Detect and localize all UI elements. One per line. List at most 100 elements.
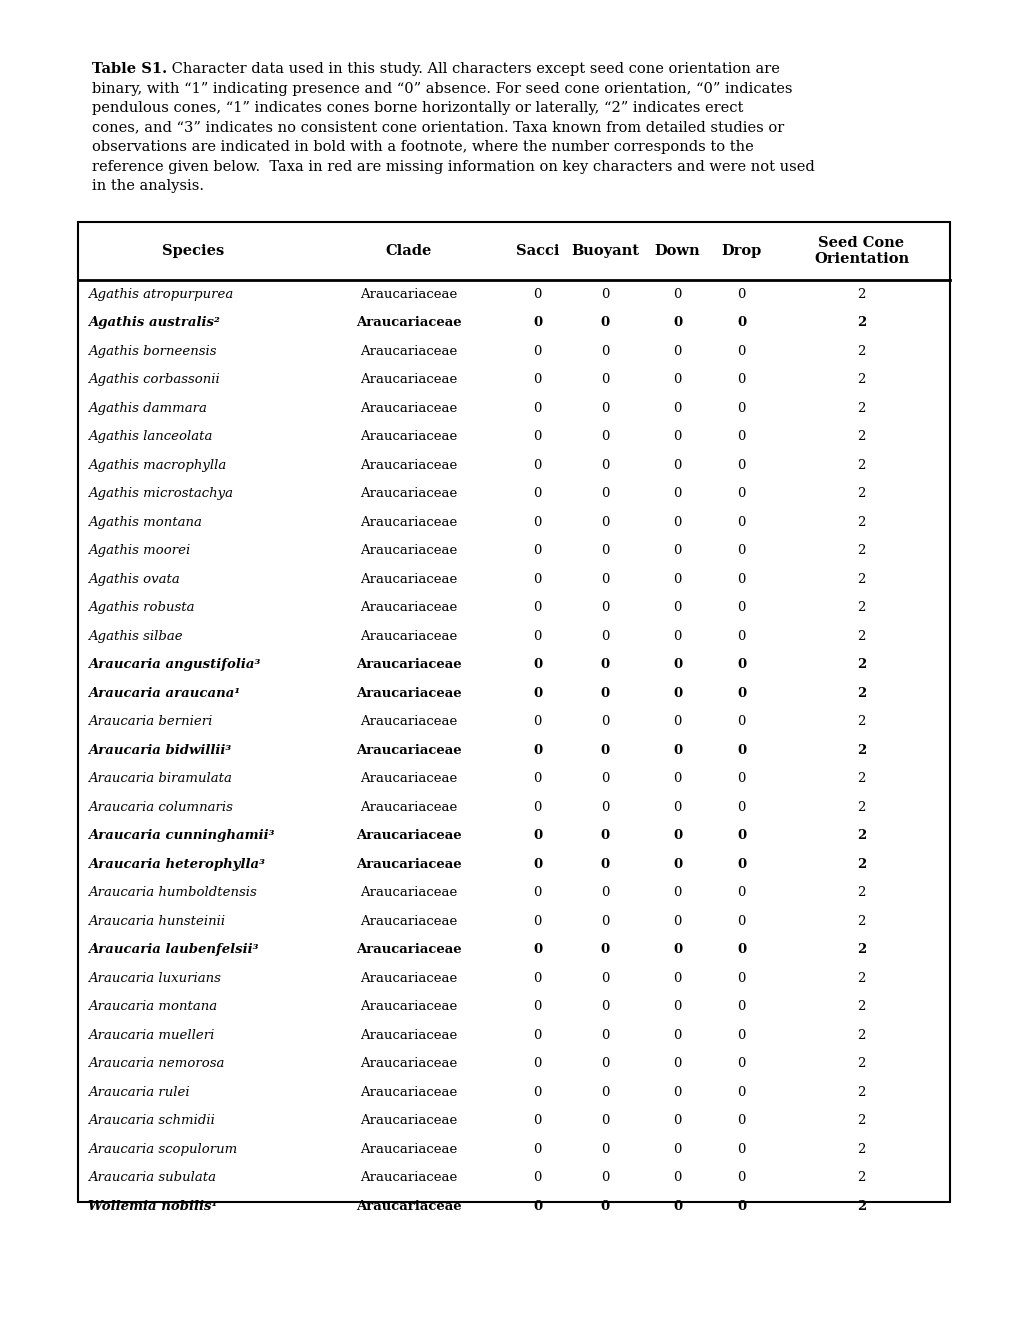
Text: 0: 0 bbox=[673, 1171, 681, 1184]
Text: Agathis borneensis: Agathis borneensis bbox=[88, 345, 216, 358]
Text: 0: 0 bbox=[737, 374, 745, 387]
Text: Araucariaceae: Araucariaceae bbox=[360, 1114, 458, 1127]
Text: 0: 0 bbox=[533, 1057, 541, 1071]
Text: 0: 0 bbox=[600, 972, 608, 985]
Text: Araucariaceae: Araucariaceae bbox=[360, 459, 458, 471]
Text: 0: 0 bbox=[533, 972, 541, 985]
Text: 2: 2 bbox=[857, 1001, 865, 1014]
Text: Araucaria schmidii: Araucaria schmidii bbox=[88, 1114, 215, 1127]
Text: 2: 2 bbox=[857, 715, 865, 729]
Text: Araucariaceae: Araucariaceae bbox=[356, 858, 462, 871]
Text: 0: 0 bbox=[737, 915, 745, 928]
Text: 0: 0 bbox=[737, 630, 745, 643]
Text: Araucaria nemorosa: Araucaria nemorosa bbox=[88, 1057, 224, 1071]
Text: 2: 2 bbox=[857, 345, 865, 358]
Text: 0: 0 bbox=[737, 1114, 745, 1127]
Text: Araucariaceae: Araucariaceae bbox=[360, 886, 458, 899]
Text: 2: 2 bbox=[857, 772, 865, 785]
Text: Araucariaceae: Araucariaceae bbox=[360, 915, 458, 928]
Text: 0: 0 bbox=[533, 1114, 541, 1127]
Text: 0: 0 bbox=[736, 1200, 745, 1213]
Text: Araucariaceae: Araucariaceae bbox=[360, 430, 458, 444]
Text: 0: 0 bbox=[600, 1171, 608, 1184]
Text: 0: 0 bbox=[673, 459, 681, 471]
Text: 0: 0 bbox=[600, 1114, 608, 1127]
Text: Sacci: Sacci bbox=[516, 244, 558, 257]
Text: 0: 0 bbox=[673, 772, 681, 785]
Text: 0: 0 bbox=[737, 1143, 745, 1156]
Text: 0: 0 bbox=[533, 1171, 541, 1184]
Text: 0: 0 bbox=[737, 715, 745, 729]
Text: Araucariaceae: Araucariaceae bbox=[356, 944, 462, 956]
Text: Araucaria angustifolia³: Araucaria angustifolia³ bbox=[88, 659, 260, 672]
Text: Buoyant: Buoyant bbox=[571, 244, 638, 257]
Text: 0: 0 bbox=[673, 573, 681, 586]
Text: Araucariaceae: Araucariaceae bbox=[360, 601, 458, 614]
Text: Araucaria rulei: Araucaria rulei bbox=[88, 1086, 190, 1098]
Text: binary, with “1” indicating presence and “0” absence. For seed cone orientation,: binary, with “1” indicating presence and… bbox=[92, 82, 792, 95]
Text: 0: 0 bbox=[673, 374, 681, 387]
Text: Araucaria cunninghamii³: Araucaria cunninghamii³ bbox=[88, 829, 274, 842]
Text: 0: 0 bbox=[737, 401, 745, 414]
Text: 0: 0 bbox=[600, 1057, 608, 1071]
Text: Agathis atropurpurea: Agathis atropurpurea bbox=[88, 288, 233, 301]
Text: Araucaria scopulorum: Araucaria scopulorum bbox=[88, 1143, 237, 1156]
Text: 0: 0 bbox=[673, 1028, 681, 1041]
Text: 0: 0 bbox=[737, 801, 745, 813]
Text: 0: 0 bbox=[673, 972, 681, 985]
Text: Clade: Clade bbox=[385, 244, 432, 257]
Text: Seed Cone
Orientation: Seed Cone Orientation bbox=[813, 236, 908, 267]
Text: 0: 0 bbox=[673, 601, 681, 614]
Text: Araucariaceae: Araucariaceae bbox=[360, 772, 458, 785]
Text: 0: 0 bbox=[673, 1143, 681, 1156]
Text: 0: 0 bbox=[737, 459, 745, 471]
Text: Araucariaceae: Araucariaceae bbox=[356, 743, 462, 756]
Text: 0: 0 bbox=[736, 829, 745, 842]
Text: 2: 2 bbox=[857, 972, 865, 985]
Text: 0: 0 bbox=[533, 715, 541, 729]
Text: 0: 0 bbox=[673, 915, 681, 928]
Text: 0: 0 bbox=[533, 573, 541, 586]
Text: 0: 0 bbox=[673, 288, 681, 301]
Text: Agathis macrophylla: Agathis macrophylla bbox=[88, 459, 226, 471]
Text: Araucariaceae: Araucariaceae bbox=[360, 801, 458, 813]
Text: cones, and “3” indicates no consistent cone orientation. Taxa known from detaile: cones, and “3” indicates no consistent c… bbox=[92, 120, 784, 135]
Text: 2: 2 bbox=[857, 1114, 865, 1127]
Text: 0: 0 bbox=[600, 829, 609, 842]
Text: 0: 0 bbox=[737, 772, 745, 785]
Text: Araucaria araucana¹: Araucaria araucana¹ bbox=[88, 686, 239, 700]
Text: 0: 0 bbox=[737, 1086, 745, 1098]
Text: Araucaria luxurians: Araucaria luxurians bbox=[88, 972, 221, 985]
Text: 0: 0 bbox=[533, 288, 541, 301]
Text: 0: 0 bbox=[673, 345, 681, 358]
Text: Agathis ovata: Agathis ovata bbox=[88, 573, 179, 586]
Text: 0: 0 bbox=[737, 516, 745, 529]
Text: Drop: Drop bbox=[720, 244, 761, 257]
Text: 0: 0 bbox=[600, 858, 609, 871]
Text: 0: 0 bbox=[533, 487, 541, 500]
Bar bbox=[77, 222, 949, 1203]
Text: 2: 2 bbox=[857, 1086, 865, 1098]
Text: 0: 0 bbox=[600, 288, 608, 301]
Text: 2: 2 bbox=[857, 430, 865, 444]
Text: 0: 0 bbox=[737, 487, 745, 500]
Text: 0: 0 bbox=[737, 430, 745, 444]
Text: 0: 0 bbox=[673, 1086, 681, 1098]
Text: Araucariaceae: Araucariaceae bbox=[360, 573, 458, 586]
Text: Araucariaceae: Araucariaceae bbox=[356, 829, 462, 842]
Text: Araucaria muelleri: Araucaria muelleri bbox=[88, 1028, 214, 1041]
Text: 0: 0 bbox=[533, 886, 541, 899]
Text: 0: 0 bbox=[600, 345, 608, 358]
Text: Araucariaceae: Araucariaceae bbox=[360, 972, 458, 985]
Text: 0: 0 bbox=[673, 659, 682, 672]
Text: 0: 0 bbox=[600, 1143, 608, 1156]
Text: reference given below.  Taxa in red are missing information on key characters an: reference given below. Taxa in red are m… bbox=[92, 160, 814, 173]
Text: 0: 0 bbox=[737, 573, 745, 586]
Text: 0: 0 bbox=[600, 772, 608, 785]
Text: 0: 0 bbox=[737, 1028, 745, 1041]
Text: 0: 0 bbox=[600, 374, 608, 387]
Text: 2: 2 bbox=[857, 886, 865, 899]
Text: Araucaria heterophylla³: Araucaria heterophylla³ bbox=[88, 858, 265, 871]
Text: Table S1.: Table S1. bbox=[92, 62, 167, 77]
Text: 0: 0 bbox=[673, 1114, 681, 1127]
